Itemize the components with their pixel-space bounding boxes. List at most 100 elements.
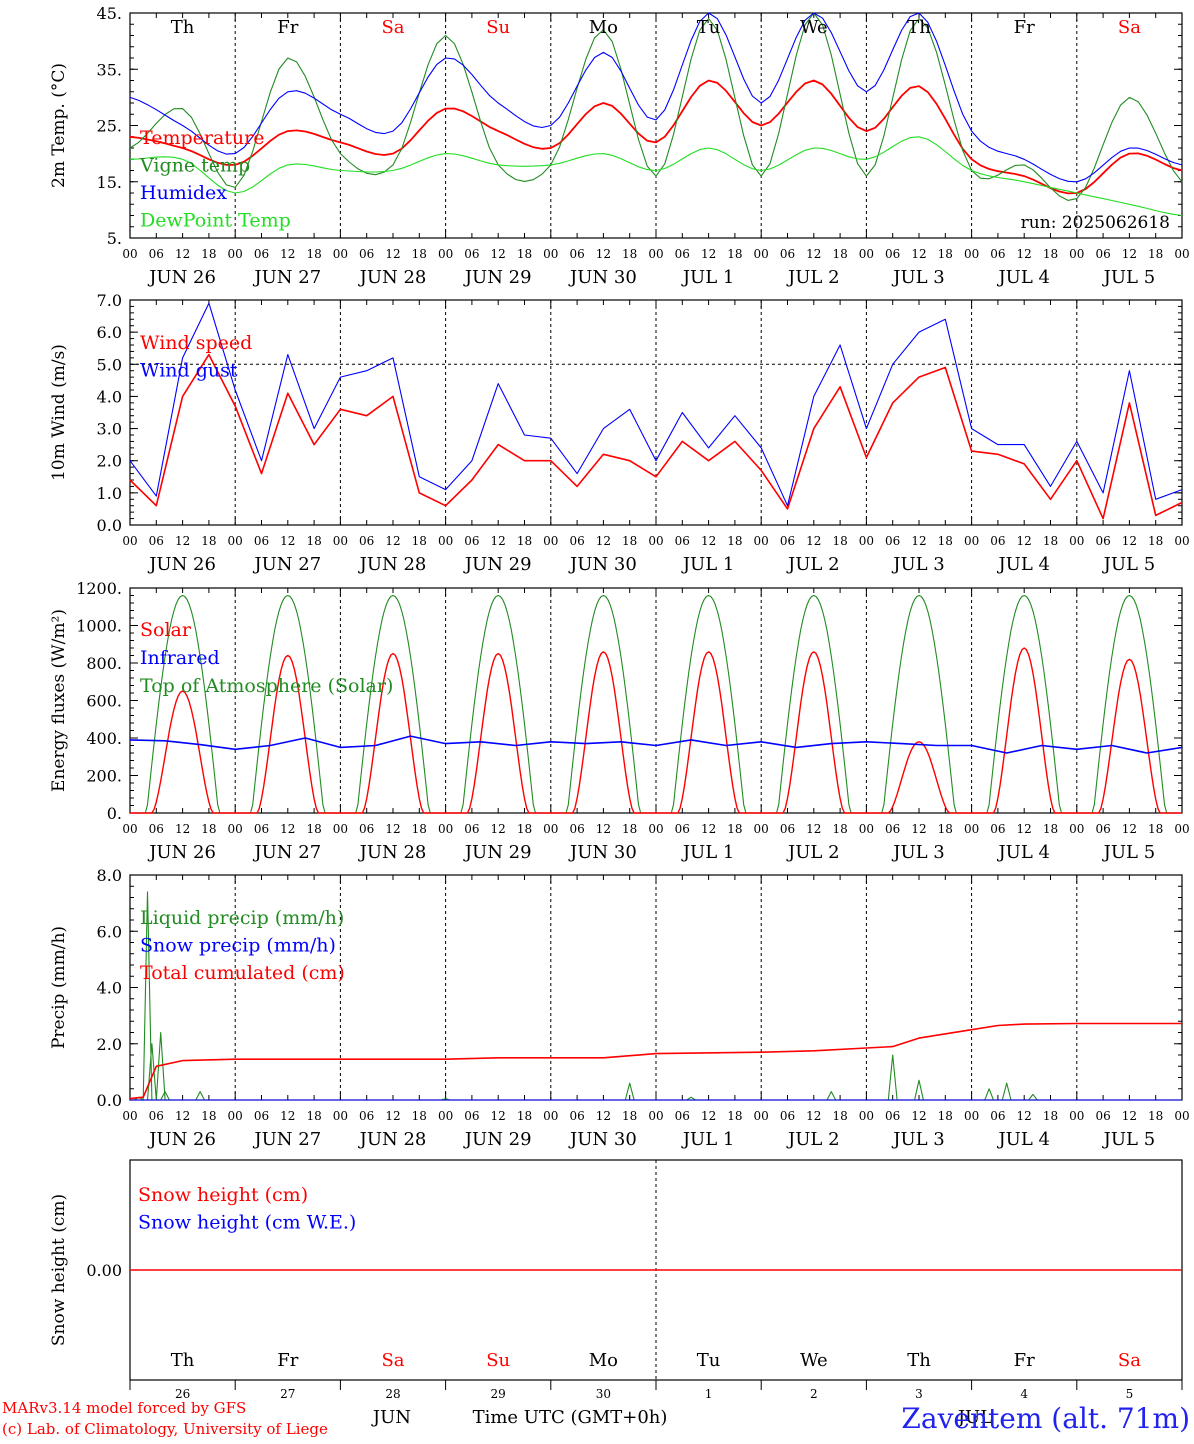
hour-label: 00 (228, 534, 243, 548)
series-line (129, 79, 1183, 195)
hour-label: 06 (569, 822, 584, 836)
hour-label: 00 (543, 1109, 558, 1123)
hour-label: 00 (754, 534, 769, 548)
hour-label: 00 (438, 822, 453, 836)
weekday-label: Mo (589, 1350, 618, 1371)
hour-label: 18 (622, 247, 637, 261)
date-label: JUN 26 (147, 554, 216, 575)
hour-label: 00 (122, 1109, 137, 1123)
date-label: JUL 3 (891, 1129, 945, 1150)
weekday-label: Sa (381, 17, 404, 38)
hour-label: 18 (1148, 247, 1163, 261)
series-line (129, 12, 1183, 201)
date-label: JUL 1 (681, 1129, 735, 1150)
y-tick-label: 35. (97, 60, 122, 79)
date-label: JUN 28 (358, 267, 427, 288)
hour-label: 00 (438, 1109, 453, 1123)
hour-label: 00 (122, 822, 137, 836)
y-axis-label: Snow height (cm) (49, 1194, 69, 1346)
hour-label: 00 (122, 534, 137, 548)
hour-label: 06 (569, 247, 584, 261)
date-label: JUL 3 (891, 842, 945, 863)
date-label: JUL 2 (786, 267, 840, 288)
hour-label: 06 (990, 247, 1005, 261)
y-tick-label: 4.0 (97, 979, 122, 998)
hour-label: 00 (543, 822, 558, 836)
date-label: JUL 1 (681, 554, 735, 575)
hour-label: 12 (806, 1109, 821, 1123)
y-tick-label: 45. (97, 4, 122, 23)
date-label: JUN 29 (463, 554, 532, 575)
y-axis-label: 2m Temp. (°C) (49, 63, 69, 188)
hour-label: 18 (1148, 534, 1163, 548)
date-label: JUL 2 (786, 1129, 840, 1150)
hour-label: 18 (306, 534, 321, 548)
hour-label: 00 (1069, 534, 1084, 548)
hour-label: 18 (832, 822, 847, 836)
series-line (129, 12, 1183, 183)
y-tick-label: 0.0 (97, 516, 122, 535)
hour-label: 12 (1017, 1109, 1032, 1123)
y-tick-label: 8.0 (97, 866, 122, 885)
y-tick-label: 25. (97, 117, 122, 136)
hour-label: 06 (1095, 534, 1110, 548)
hour-label: 18 (1043, 1109, 1058, 1123)
run-annotation: run: 2025062618 (1021, 213, 1170, 233)
hour-label: 18 (517, 247, 532, 261)
hour-label: 00 (543, 534, 558, 548)
hour-label: 06 (675, 822, 690, 836)
date-label: JUN 29 (463, 267, 532, 288)
day-number: 1 (705, 1387, 713, 1401)
series-line (129, 353, 1183, 520)
y-tick-label: 1.0 (97, 484, 122, 503)
hour-label: 00 (964, 822, 979, 836)
weekday-label: Sa (1118, 1350, 1141, 1371)
panel-frame (129, 299, 1183, 526)
weekday-label: Fr (1014, 1350, 1035, 1371)
date-label: JUL 5 (1102, 267, 1156, 288)
weekday-label: Su (486, 17, 510, 38)
hour-label: 12 (1122, 534, 1137, 548)
y-tick-label: 800. (86, 654, 122, 673)
hour-label: 18 (727, 534, 742, 548)
day-number: 2 (810, 1387, 818, 1401)
hour-label: 12 (1122, 822, 1137, 836)
panel-2: 0.0 1.0 2.0 3.0 4.0 5.0 6.0 7.0 10m Wind (m/s) Wi… (49, 291, 1190, 575)
hour-label: 18 (1148, 1109, 1163, 1123)
date-label: JUL 3 (891, 554, 945, 575)
series-line (129, 302, 1183, 507)
date-label: JUN 26 (147, 1129, 216, 1150)
hour-label: 12 (596, 247, 611, 261)
hour-label: 18 (727, 1109, 742, 1123)
date-label: JUL 1 (681, 842, 735, 863)
hour-label: 18 (727, 247, 742, 261)
date-label: JUL 3 (891, 267, 945, 288)
hour-label: 06 (569, 1109, 584, 1123)
hour-label: 18 (201, 247, 216, 261)
weekday-label: Sa (381, 1350, 404, 1371)
legend-entry: Total cumulated (cm) (140, 962, 345, 984)
weekday-label: Su (486, 1350, 510, 1371)
y-tick-label: 1000. (76, 617, 122, 636)
hour-label: 06 (359, 247, 374, 261)
legend-entry: Solar (140, 619, 192, 641)
hour-label: 06 (149, 247, 164, 261)
weekday-label: We (800, 1350, 828, 1371)
hour-label: 06 (675, 247, 690, 261)
date-label: JUN 27 (252, 267, 321, 288)
hour-label: 18 (517, 1109, 532, 1123)
hour-label: 00 (228, 247, 243, 261)
hour-label: 18 (1148, 822, 1163, 836)
weekday-label: Tu (697, 17, 721, 38)
series-line (130, 647, 1182, 814)
hour-label: 12 (806, 822, 821, 836)
hour-label: 18 (832, 1109, 847, 1123)
hour-label: 06 (359, 1109, 374, 1123)
hour-label: 18 (938, 534, 953, 548)
hour-label: 12 (701, 822, 716, 836)
date-label: JUN 27 (252, 842, 321, 863)
hour-label: 12 (806, 534, 821, 548)
hour-label: 12 (1017, 534, 1032, 548)
hour-label: 00 (1174, 1109, 1189, 1123)
date-label: JUL 5 (1102, 1129, 1156, 1150)
